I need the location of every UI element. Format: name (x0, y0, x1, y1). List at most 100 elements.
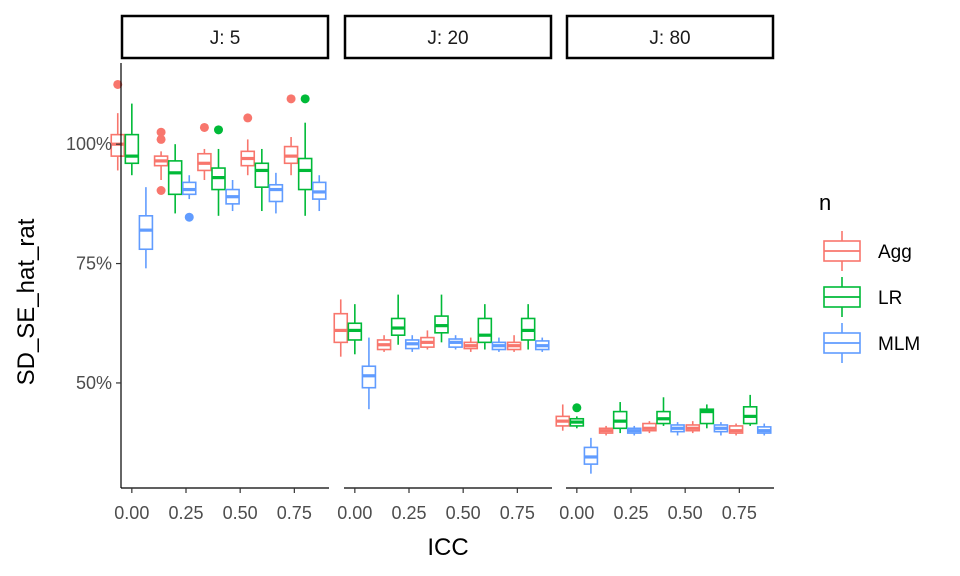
legend-key-agg (823, 231, 861, 271)
x-tick-label: 0.25 (391, 503, 426, 523)
box-mlm (448, 335, 463, 350)
outlier-point (243, 113, 253, 123)
box-lr (434, 294, 449, 343)
box-iqr (477, 317, 493, 344)
y-tick-label: 50% (76, 373, 112, 393)
outlier-point (300, 94, 310, 104)
x-tick-label: 0.00 (337, 503, 372, 523)
box-lr (742, 394, 758, 426)
legend-label: MLM (878, 334, 920, 355)
box-iqr (138, 215, 154, 251)
box-agg (240, 113, 256, 176)
facet-strip (343, 14, 553, 60)
outlier-point (199, 122, 209, 132)
box-lr (347, 304, 363, 355)
box-lr (211, 125, 226, 216)
x-tick-label: 0.50 (446, 503, 481, 523)
box-mlm (626, 425, 642, 436)
box-agg (333, 299, 349, 357)
y-axis: 50% 75% 100% (66, 63, 122, 488)
outlier-point (214, 125, 223, 135)
facet-panels: J: 5 0.00 0.25 0.50 0.75 J: 20 0.00 0.25 0.50 0.7… (110, 14, 775, 523)
box-mlm (534, 337, 550, 352)
x-tick-label: 0.75 (500, 503, 535, 523)
facet-strip-label: J: 20 (427, 28, 468, 49)
box-mlm (311, 175, 327, 212)
box-agg (463, 337, 479, 352)
x-tick-label: 0.00 (114, 503, 149, 523)
box-lr (390, 294, 406, 345)
box-agg (598, 425, 614, 436)
box-agg (685, 421, 701, 434)
legend: n Agg LR MLM (819, 190, 920, 363)
outlier-point (156, 134, 166, 144)
box-agg (376, 335, 392, 352)
box-mlm (268, 172, 284, 214)
box-lr (254, 148, 270, 212)
box-mlm (670, 422, 685, 436)
outlier-point (156, 127, 166, 137)
facet-strip-label: J: 5 (210, 28, 241, 49)
box-iqr (333, 312, 349, 344)
outlier-point (286, 94, 296, 104)
box-lr (477, 304, 493, 350)
x-tick-label: 0.25 (168, 503, 203, 523)
box-lr (656, 397, 671, 426)
box-lr (569, 403, 585, 429)
box-mlm (491, 337, 507, 352)
box-mlm (225, 179, 240, 212)
box-iqr (268, 183, 284, 203)
x-tick-label: 0.25 (613, 503, 648, 523)
legend-label: LR (878, 288, 902, 309)
box-lr (124, 103, 140, 176)
box-mlm (138, 187, 154, 269)
box-agg (642, 421, 657, 434)
box-lr (520, 304, 536, 350)
box-agg (153, 127, 169, 195)
box-mlm (583, 437, 599, 474)
box-iqr (297, 157, 313, 191)
x-tick-label: 0.50 (668, 503, 703, 523)
box-lr (699, 404, 715, 429)
box-agg (555, 404, 571, 431)
box-iqr (167, 160, 183, 196)
box-mlm (181, 175, 197, 222)
box-agg (283, 94, 299, 176)
legend-key-mlm (823, 323, 861, 363)
legend-label: Agg (878, 242, 912, 263)
box-mlm (713, 422, 729, 436)
facet-strip (565, 14, 775, 60)
box-agg (197, 122, 212, 180)
facet-panel: J: 5 0.00 0.25 0.50 0.75 (110, 14, 330, 523)
outlier-point (113, 79, 123, 89)
facet-strip (120, 14, 330, 60)
legend-title: n (819, 190, 831, 215)
y-axis-title: SD_SE_hat_rat (13, 218, 40, 385)
outlier-point (572, 403, 582, 413)
x-tick-label: 0.50 (223, 503, 258, 523)
box-mlm (404, 335, 420, 352)
outlier-point (156, 186, 166, 195)
box-agg (506, 335, 522, 352)
facet-strip-label: J: 80 (649, 28, 690, 49)
facet-panel: J: 20 0.00 0.25 0.50 0.75 (333, 14, 553, 523)
box-agg (728, 423, 744, 436)
facet-panel: J: 80 0.00 0.25 0.50 0.75 (555, 14, 775, 523)
y-tick-label: 100% (66, 134, 112, 154)
box-iqr (124, 133, 140, 165)
box-iqr (254, 162, 270, 188)
outlier-point (184, 212, 194, 222)
box-lr (297, 94, 313, 216)
box-agg (420, 330, 435, 350)
box-mlm (361, 337, 377, 410)
box-lr (167, 144, 183, 214)
x-tick-label: 0.75 (722, 503, 757, 523)
box-mlm (756, 423, 772, 436)
x-axis-title: ICC (427, 534, 468, 561)
legend-key-lr (823, 277, 861, 317)
x-tick-label: 0.75 (277, 503, 312, 523)
box-agg (110, 79, 126, 171)
x-tick-label: 0.00 (559, 503, 594, 523)
box-lr (612, 402, 628, 434)
